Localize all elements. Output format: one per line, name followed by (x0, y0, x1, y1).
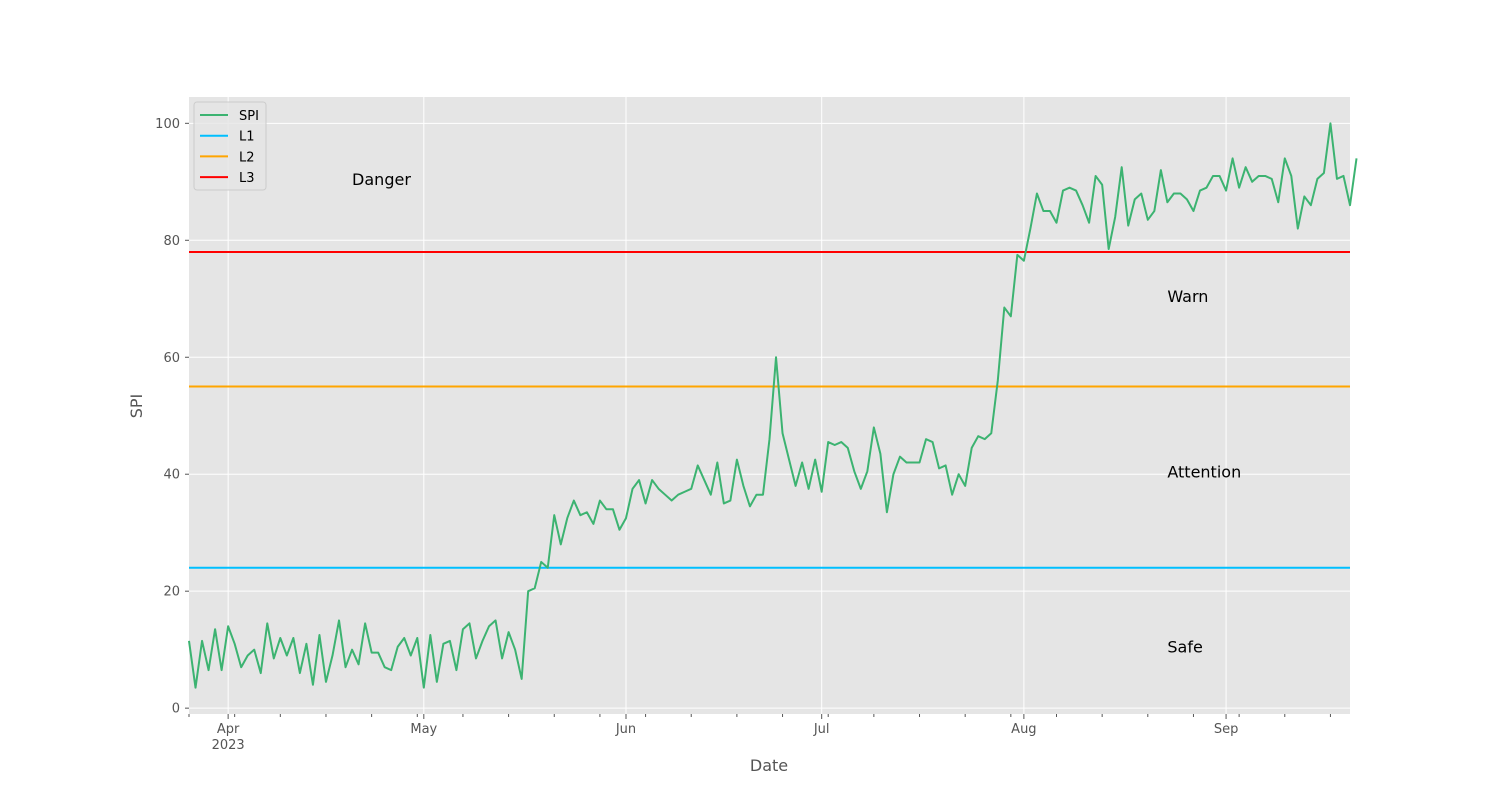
y-axis-label: SPI (127, 394, 146, 419)
y-tick-label: 60 (163, 351, 180, 366)
x-tick-year-label: 2023 (212, 738, 245, 753)
series-line-spi (188, 122, 1358, 689)
zone-label-attention: Attention (1167, 462, 1241, 481)
grid-lines (189, 97, 1350, 714)
threshold-lines (189, 250, 1350, 569)
y-tick-label: 0 (172, 702, 180, 717)
x-tick-label: Aug (1011, 722, 1036, 737)
y-axis-ticks: 0 20 40 60 80 100 (155, 117, 189, 717)
x-tick-label: Sep (1214, 722, 1239, 737)
zone-label-safe: Safe (1167, 638, 1202, 657)
legend-label-l3: L3 (239, 171, 255, 186)
x-tick-label: May (410, 722, 437, 737)
zone-label-warn: Warn (1167, 287, 1208, 306)
zone-label-danger: Danger (352, 170, 411, 189)
legend-label-spi: SPI (239, 109, 259, 124)
y-tick-label: 20 (163, 585, 180, 600)
zone-annotations: Danger Warn Attention Safe (352, 170, 1241, 657)
legend-label-l1: L1 (239, 130, 255, 145)
y-tick-label: 80 (163, 234, 180, 249)
x-axis-label: Date (750, 756, 788, 775)
y-tick-label: 40 (163, 468, 180, 483)
series-lines (188, 122, 1358, 689)
legend: SPI L1 L2 L3 (193, 101, 267, 191)
x-tick-label: Jun (615, 722, 636, 737)
x-tick-label: Jul (813, 722, 830, 737)
x-tick-label: Apr (217, 722, 240, 737)
legend-label-l2: L2 (239, 150, 255, 165)
plot-background (189, 97, 1350, 714)
legend-box (193, 101, 267, 191)
y-tick-label: 100 (155, 117, 180, 132)
